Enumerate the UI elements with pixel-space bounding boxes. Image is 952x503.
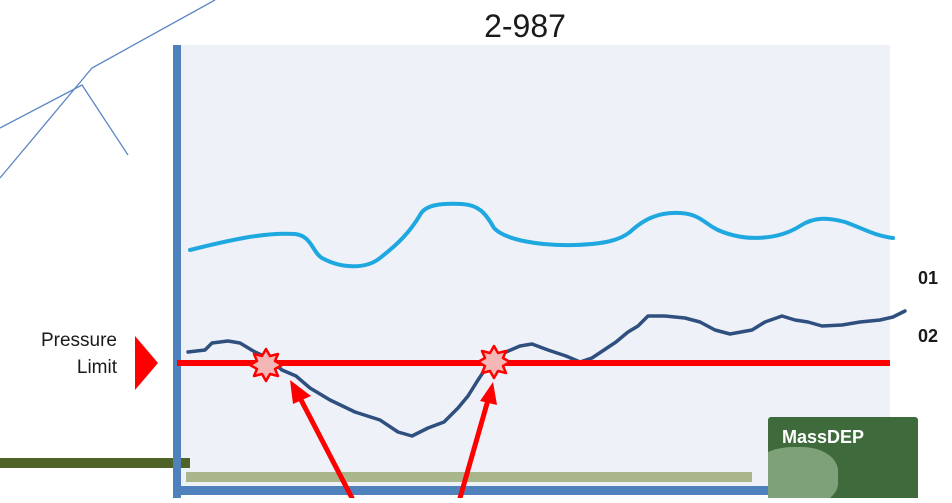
series-02-label: 02 [918,326,939,346]
pressure-limit-line [177,360,890,366]
pressure-limit-label-line1: Pressure [40,330,117,351]
arrow-right-head [480,382,497,405]
pressure-limit-marker [135,336,158,390]
diagram-title: 2-987 [484,8,566,44]
crossing-marker-right [476,344,512,380]
y-axis-line [173,45,181,498]
series-02-line [186,309,907,438]
decorative-sketch-lines [0,0,216,179]
crossing-marker-left [248,347,284,383]
arrow-left-head [290,380,311,404]
pressure-limit-label-line2: Limit [76,357,117,378]
arrow-left-shaft [296,393,355,501]
x-axis-line [173,486,890,495]
logo-shape [768,447,838,498]
logo-text: MassDEP [782,427,865,447]
arrow-right-shaft [457,397,491,501]
footer-bar-light [186,472,752,482]
series-01-line [188,201,895,269]
massdep-logo: MassDEP [768,417,918,498]
series-01-label: 01 [918,268,939,288]
footer-bar [0,458,190,468]
crossing-arrows [290,380,497,501]
